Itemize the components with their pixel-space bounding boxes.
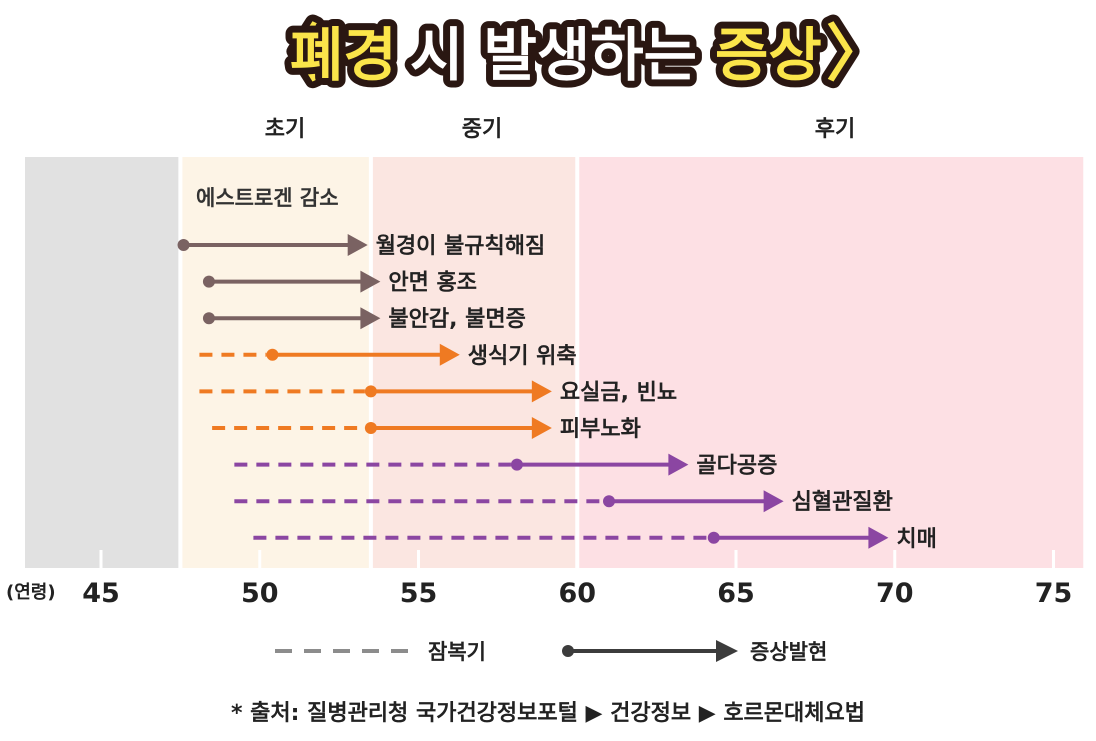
arrow-head	[360, 307, 381, 330]
title-close-bracket: 〉	[826, 17, 888, 90]
symptom-label: 불안감, 불면증	[388, 307, 525, 332]
title-highlight2: 증상	[715, 21, 822, 89]
legend-arrow-head	[716, 640, 738, 662]
onset-dot	[510, 458, 523, 471]
onset-dot	[364, 422, 377, 434]
source-note: * 출처: 질병관리청 국가건강정보포털 ▶ 건강정보 ▶ 호르몬대체요법	[231, 701, 865, 726]
symptom-label: 심혈관질환	[792, 490, 893, 515]
title-highlight1: 폐경	[290, 21, 397, 89]
arrow-head	[868, 526, 889, 549]
arrow-head	[531, 417, 552, 439]
symptom-label: 생식기 위축	[468, 344, 577, 369]
onset-dot	[266, 348, 279, 361]
symptom-row-9: 치매	[253, 526, 937, 552]
title-open-bracket-outline: 〈	[258, 17, 320, 90]
phase-label-1: 초기	[265, 117, 305, 142]
phase-band-2	[372, 157, 576, 568]
legend-onset-label: 증상발현	[750, 640, 827, 664]
onset-dot	[202, 275, 215, 288]
symptom-row-5: 요실금, 빈뇨	[199, 380, 677, 405]
arrow-head	[360, 270, 381, 293]
legend-onset-dot	[562, 645, 574, 657]
arrow-head	[531, 380, 552, 403]
pre-phase-band	[25, 157, 179, 568]
onset-dot	[202, 312, 215, 325]
estrogen-decrease-label: 에스트로겐 감소	[196, 186, 339, 210]
symptom-label: 월경이 불규칙해짐	[376, 234, 546, 259]
onset-dot	[177, 239, 190, 251]
tick-label-45: 45	[82, 578, 120, 609]
tick-label-65: 65	[717, 578, 755, 609]
phase-band-1	[182, 157, 369, 568]
phase-label-3: 후기	[815, 117, 855, 142]
phase-labels: 초기 중기 후기	[265, 117, 855, 142]
title-middle-outline: 시 발생하는	[410, 21, 697, 89]
title-open-bracket: 〈	[258, 17, 320, 90]
arrow-head	[347, 234, 368, 256]
title-middle: 시 발생하는	[410, 21, 697, 89]
symptom-row-3: 불안감, 불면증	[202, 307, 526, 332]
arrow-head	[439, 343, 460, 366]
tick-label-60: 60	[558, 578, 596, 609]
symptom-row-6: 피부노화	[212, 417, 641, 442]
symptom-row-7: 골다공증	[234, 453, 777, 479]
tick-label-75: 75	[1035, 578, 1073, 609]
phase-label-2: 중기	[462, 117, 502, 142]
legend-latent: 잠복기	[275, 640, 486, 664]
chart-title: 〈 〈 폐경 폐경 시 발생하는 시 발생하는 증상 증상 〉 〉	[251, 10, 895, 97]
legend-latent-label: 잠복기	[428, 640, 486, 664]
symptom-row-4: 생식기 위축	[199, 343, 577, 369]
x-axis: 45 50 55 60 65 70 75 (연령)	[6, 550, 1072, 609]
title-close-bracket-outline: 〉	[826, 17, 888, 90]
onset-dot	[364, 385, 377, 398]
onset-dot	[603, 495, 615, 508]
arrow-head	[763, 490, 784, 513]
symptom-row-2: 안면 홍조	[202, 270, 477, 296]
symptom-label: 치매	[896, 527, 936, 552]
tick-label-55: 55	[400, 578, 438, 609]
tick-label-50: 50	[241, 578, 279, 609]
onset-dot	[707, 531, 720, 544]
symptom-label: 안면 홍조	[388, 271, 477, 296]
x-unit-label: (연령)	[6, 582, 56, 603]
tick-label-70: 70	[876, 578, 914, 609]
arrow-head	[668, 453, 689, 476]
symptom-label: 골다공증	[696, 454, 777, 479]
title-highlight2-outline: 증상	[715, 21, 822, 89]
symptom-row-8: 심혈관질환	[234, 490, 893, 515]
legend: 잠복기 증상발현	[275, 640, 827, 664]
symptom-row-1: 월경이 불규칙해짐	[177, 234, 546, 259]
title-highlight1-outline: 폐경	[290, 21, 397, 89]
symptom-label: 요실금, 빈뇨	[560, 380, 677, 405]
symptom-label: 피부노화	[560, 417, 641, 442]
legend-onset: 증상발현	[562, 640, 827, 664]
